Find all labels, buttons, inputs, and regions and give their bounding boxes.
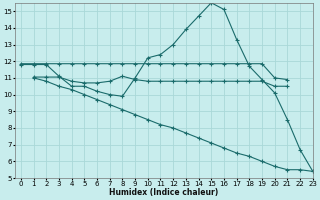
- X-axis label: Humidex (Indice chaleur): Humidex (Indice chaleur): [109, 188, 218, 197]
